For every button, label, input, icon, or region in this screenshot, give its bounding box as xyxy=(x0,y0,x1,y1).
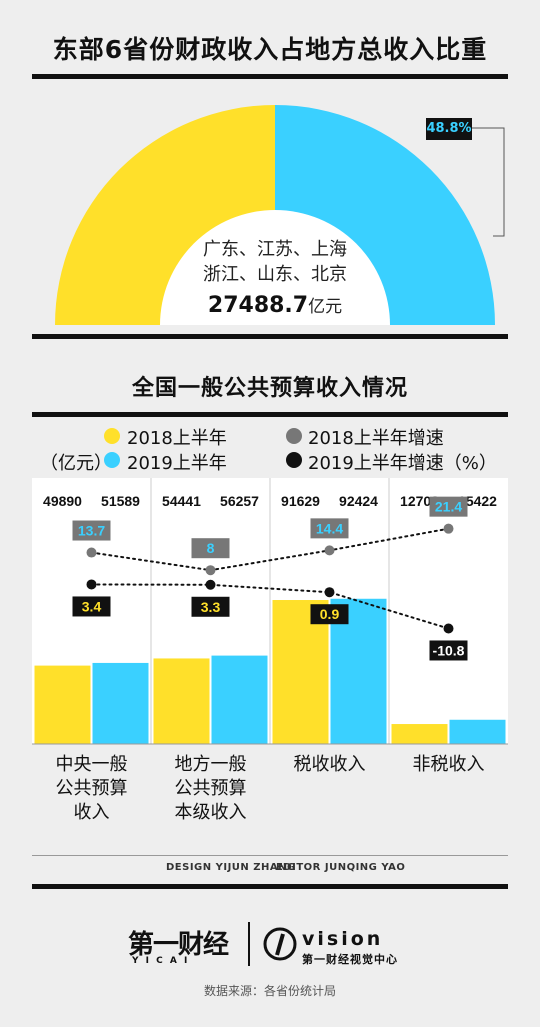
growth-tag-bg-2019-2 xyxy=(310,604,349,625)
growth-tag-bg-2019-3 xyxy=(429,640,468,661)
section-divider xyxy=(32,334,508,339)
value-label-2019-1: 56257 xyxy=(220,493,259,509)
amount-unit: 亿元 xyxy=(308,297,343,317)
province-line-2: 浙江、山东、北京 xyxy=(203,264,347,285)
category-label-1-1: 公共预算 xyxy=(175,778,247,799)
value-label-2019-3: 15422 xyxy=(458,493,497,509)
growth-tag-bg-2019-1 xyxy=(191,596,230,617)
bar-2018-3 xyxy=(391,724,448,744)
growth-line-2019 xyxy=(90,583,450,630)
legend-growth-2018-label: 2018上半年增速 xyxy=(308,428,444,449)
bar-2019-0 xyxy=(92,662,149,744)
growth-point-2019-1 xyxy=(205,579,216,590)
legend-unit: （亿元） xyxy=(40,453,112,474)
donut-center xyxy=(160,210,390,325)
bar-2019-3 xyxy=(449,719,506,744)
percent-badge: 48.8% xyxy=(426,118,472,140)
vision-logo-text: vision xyxy=(302,928,384,950)
bar-2018-0 xyxy=(34,665,91,744)
growth-tag-2019-2: 0.9 xyxy=(320,606,340,622)
share-donut xyxy=(55,105,505,325)
province-line-1: 广东、江苏、上海 xyxy=(203,239,347,260)
growth-tag-2018-1: 8 xyxy=(207,540,215,556)
value-label-2019-0: 51589 xyxy=(101,493,140,509)
growth-point-2019-3 xyxy=(443,623,454,634)
donut-segment-east6 xyxy=(275,105,495,325)
vision-logo-sub: 第一财经视觉中心 xyxy=(302,953,398,966)
category-label-0-0: 中央一般 xyxy=(56,754,128,775)
value-label-2019-2: 92424 xyxy=(339,493,378,509)
amount-value: 27488.7 xyxy=(207,293,309,318)
donut-segment-others xyxy=(55,105,275,325)
growth-point-2018-0 xyxy=(86,547,97,558)
legend-2019-label: 2019上半年 xyxy=(127,453,227,474)
category-label-0-1: 公共预算 xyxy=(56,778,128,799)
category-label-1-0: 地方一般 xyxy=(175,754,247,775)
chart-title-divider xyxy=(32,412,508,417)
chart-title: 全国一般公共预算收入情况 xyxy=(131,376,408,401)
growth-tag-bg-2018-3 xyxy=(429,496,468,517)
yicai-logo-sub: Y I C A I xyxy=(132,956,190,966)
legend-2018-swatch xyxy=(104,428,120,444)
value-label-2018-0: 49890 xyxy=(43,493,82,509)
amount-row: 27488.7亿元 xyxy=(160,292,390,318)
legend-2019-swatch xyxy=(104,452,120,468)
vision-logo-icon xyxy=(263,927,297,961)
percent-leader-line xyxy=(470,127,505,237)
growth-point-2018-3 xyxy=(443,523,454,534)
logo-separator xyxy=(248,922,250,966)
legend-growth-2019-label: 2019上半年增速（%） xyxy=(308,453,497,474)
legend-growth-2019-swatch xyxy=(286,452,302,468)
growth-tag-2019-0: 3.4 xyxy=(82,598,102,614)
yicai-logo: 第一财经 xyxy=(128,930,229,960)
category-label-1-2: 本级收入 xyxy=(175,802,247,823)
legend-2018-label: 2018上半年 xyxy=(127,428,227,449)
growth-tag-bg-2018-0 xyxy=(72,520,111,541)
growth-line-2018 xyxy=(90,527,450,572)
title-divider xyxy=(32,74,508,79)
budget-chart: 49890 51589 54441 56257 91629 92424 12702 15422… xyxy=(32,478,508,823)
growth-tag-bg-2018-2 xyxy=(310,518,349,539)
growth-point-2019-2 xyxy=(324,587,335,598)
growth-tag-2019-3: -10.8 xyxy=(433,642,465,658)
design-credit: DESIGN YIJUN ZHANG xyxy=(166,862,296,873)
category-label-2-0: 税收收入 xyxy=(294,754,366,775)
legend-growth-2018-swatch xyxy=(286,428,302,444)
growth-point-2018-1 xyxy=(205,565,216,576)
value-label-2018-3: 12702 xyxy=(400,493,439,509)
category-label-3-0: 非税收入 xyxy=(413,754,485,775)
bar-2019-1 xyxy=(211,655,268,744)
growth-tag-2018-0: 13.7 xyxy=(78,523,105,539)
value-label-2018-1: 54441 xyxy=(162,493,201,509)
data-source: 数据来源：各省份统计局 xyxy=(203,984,336,998)
page-title: 东部6省份财政收入占地方总收入比重 xyxy=(52,35,488,64)
province-list: 广东、江苏、上海 浙江、山东、北京 xyxy=(160,237,390,287)
growth-point-2019-0 xyxy=(86,579,97,590)
growth-tag-2018-3: 21.4 xyxy=(435,499,462,515)
value-label-2018-2: 91629 xyxy=(281,493,320,509)
category-label-0-2: 收入 xyxy=(74,802,110,823)
growth-tag-bg-2018-1 xyxy=(191,538,230,559)
growth-point-2018-2 xyxy=(324,545,335,556)
footer-divider xyxy=(32,884,508,889)
growth-tag-bg-2019-0 xyxy=(72,596,111,617)
growth-tag-2018-2: 14.4 xyxy=(316,520,343,536)
editor-credit: EDITOR JUNQING YAO xyxy=(276,862,406,873)
growth-tag-2019-1: 3.3 xyxy=(201,599,221,615)
credits-divider xyxy=(32,855,508,856)
bar-2018-1 xyxy=(153,658,210,744)
